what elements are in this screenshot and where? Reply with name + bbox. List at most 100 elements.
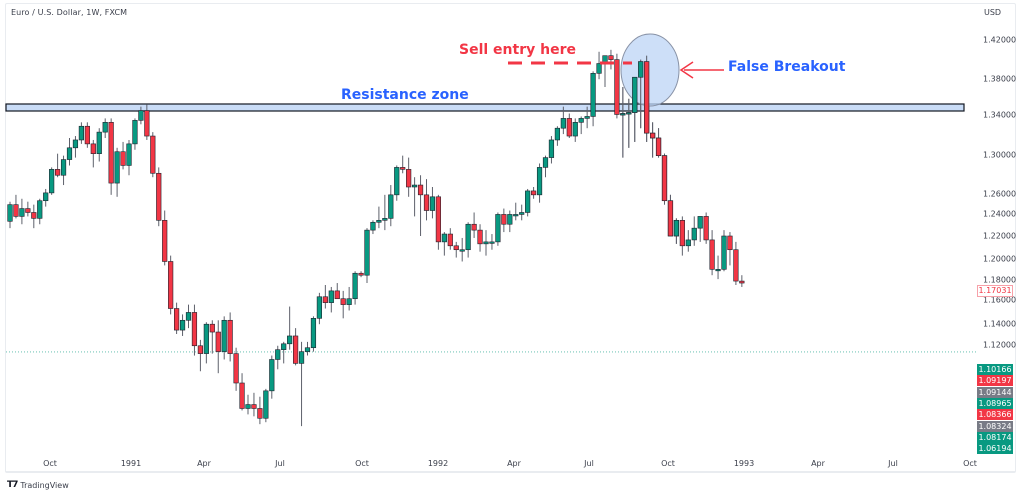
- candle-body: [733, 249, 739, 282]
- candle-body: [459, 249, 465, 252]
- symbol-title[interactable]: Euro / U.S. Dollar, 1W, FXCM: [11, 8, 128, 17]
- candle-body: [536, 167, 543, 196]
- candle-body: [310, 318, 317, 349]
- candle-body: [174, 308, 180, 331]
- candle-body: [31, 212, 37, 219]
- candle-body: [7, 204, 13, 222]
- candle-body: [679, 220, 685, 247]
- candle-body: [406, 169, 412, 188]
- candle-body: [703, 216, 709, 241]
- price-tick: 1.16000: [983, 295, 1017, 305]
- candle-body: [304, 347, 311, 352]
- candle-body: [287, 335, 293, 345]
- resistance-zone: [5, 103, 965, 112]
- candle-body: [441, 233, 447, 243]
- candle-body: [245, 404, 251, 409]
- time-tick: Oct: [963, 459, 977, 468]
- candle-body: [78, 125, 84, 141]
- price-label-badge: 1.09144: [977, 386, 1013, 398]
- candle-body: [709, 239, 715, 270]
- candle-body: [346, 298, 352, 305]
- time-tick: Oct: [43, 459, 57, 468]
- candle-body: [715, 269, 721, 272]
- candle-body: [358, 272, 364, 276]
- candle-body: [644, 61, 650, 134]
- candle-body: [84, 125, 90, 145]
- price-tick: 1.12000: [983, 340, 1017, 350]
- candle-body: [179, 319, 186, 331]
- sell-entry-label: Sell entry here: [459, 42, 576, 58]
- time-tick: Oct: [661, 459, 675, 468]
- candle-body: [465, 223, 471, 251]
- candle-body: [340, 298, 346, 305]
- candle-body: [263, 390, 269, 419]
- time-tick: 1993: [733, 459, 755, 468]
- tradingview-mark-icon: T7: [7, 480, 18, 490]
- time-tick: Jul: [584, 459, 594, 468]
- candle-body: [114, 151, 120, 184]
- currency-label: USD: [984, 8, 1002, 17]
- candle-body: [513, 214, 519, 217]
- price-tick: 1.26000: [983, 189, 1017, 199]
- time-tick: Jul: [888, 459, 898, 468]
- time-tick: Oct: [355, 459, 369, 468]
- candle-body: [423, 194, 430, 211]
- candle-body: [542, 157, 549, 168]
- candle-body: [60, 159, 67, 176]
- time-tick: Apr: [197, 459, 211, 468]
- candle-body: [608, 55, 614, 60]
- false-breakout-label: False Breakout: [728, 59, 846, 75]
- candle-body: [584, 116, 590, 119]
- candle-body: [495, 214, 501, 243]
- candle-body: [257, 408, 263, 419]
- candle-body: [596, 63, 602, 74]
- candle-body: [352, 272, 358, 300]
- candle-body: [471, 223, 477, 231]
- time-axis-divider: [5, 471, 1015, 472]
- price-tick: 1.24000: [983, 209, 1017, 219]
- price-label-badge: 1.08324: [977, 420, 1013, 432]
- candle-body: [215, 331, 221, 352]
- price-label-badge: 1.08366: [977, 409, 1013, 421]
- candle-body: [144, 110, 150, 137]
- candle-body: [447, 233, 453, 247]
- time-tick: Apr: [507, 459, 521, 468]
- candle-body: [292, 335, 299, 364]
- candle-body: [13, 204, 19, 217]
- time-tick: 1991: [120, 459, 142, 468]
- candle-body: [661, 155, 668, 202]
- candle-body: [394, 167, 400, 196]
- candle-body: [108, 122, 114, 184]
- candle-body: [691, 227, 697, 241]
- brand-name: TradingView: [20, 480, 69, 490]
- candle-body: [233, 353, 239, 384]
- candle-body: [507, 214, 513, 225]
- candle-body: [37, 200, 43, 219]
- candle-body: [316, 296, 323, 319]
- candle-body: [221, 319, 227, 352]
- candle-body: [138, 110, 144, 121]
- candle-body: [477, 229, 483, 245]
- candle-body: [239, 382, 245, 409]
- candle-body: [400, 167, 406, 170]
- candle-body: [614, 59, 620, 115]
- candle-body: [162, 220, 168, 262]
- candle-body: [209, 323, 215, 333]
- candle-body: [667, 200, 674, 237]
- price-tick: 1.34000: [983, 110, 1017, 120]
- candle-body: [590, 73, 596, 117]
- candle-body: [322, 296, 328, 303]
- candle-body: [578, 118, 584, 123]
- candle-body: [429, 196, 436, 211]
- candle-body: [525, 190, 531, 213]
- tradingview-logo[interactable]: T7 TradingView: [7, 480, 69, 490]
- candle-body: [572, 122, 578, 137]
- candle-body: [519, 212, 525, 215]
- price-label-badge: 1.10166: [977, 364, 1013, 375]
- candle-body: [649, 132, 656, 139]
- candle-body: [298, 351, 305, 364]
- candle-body: [281, 343, 287, 350]
- candle-body: [66, 147, 73, 160]
- candle-body: [721, 235, 727, 270]
